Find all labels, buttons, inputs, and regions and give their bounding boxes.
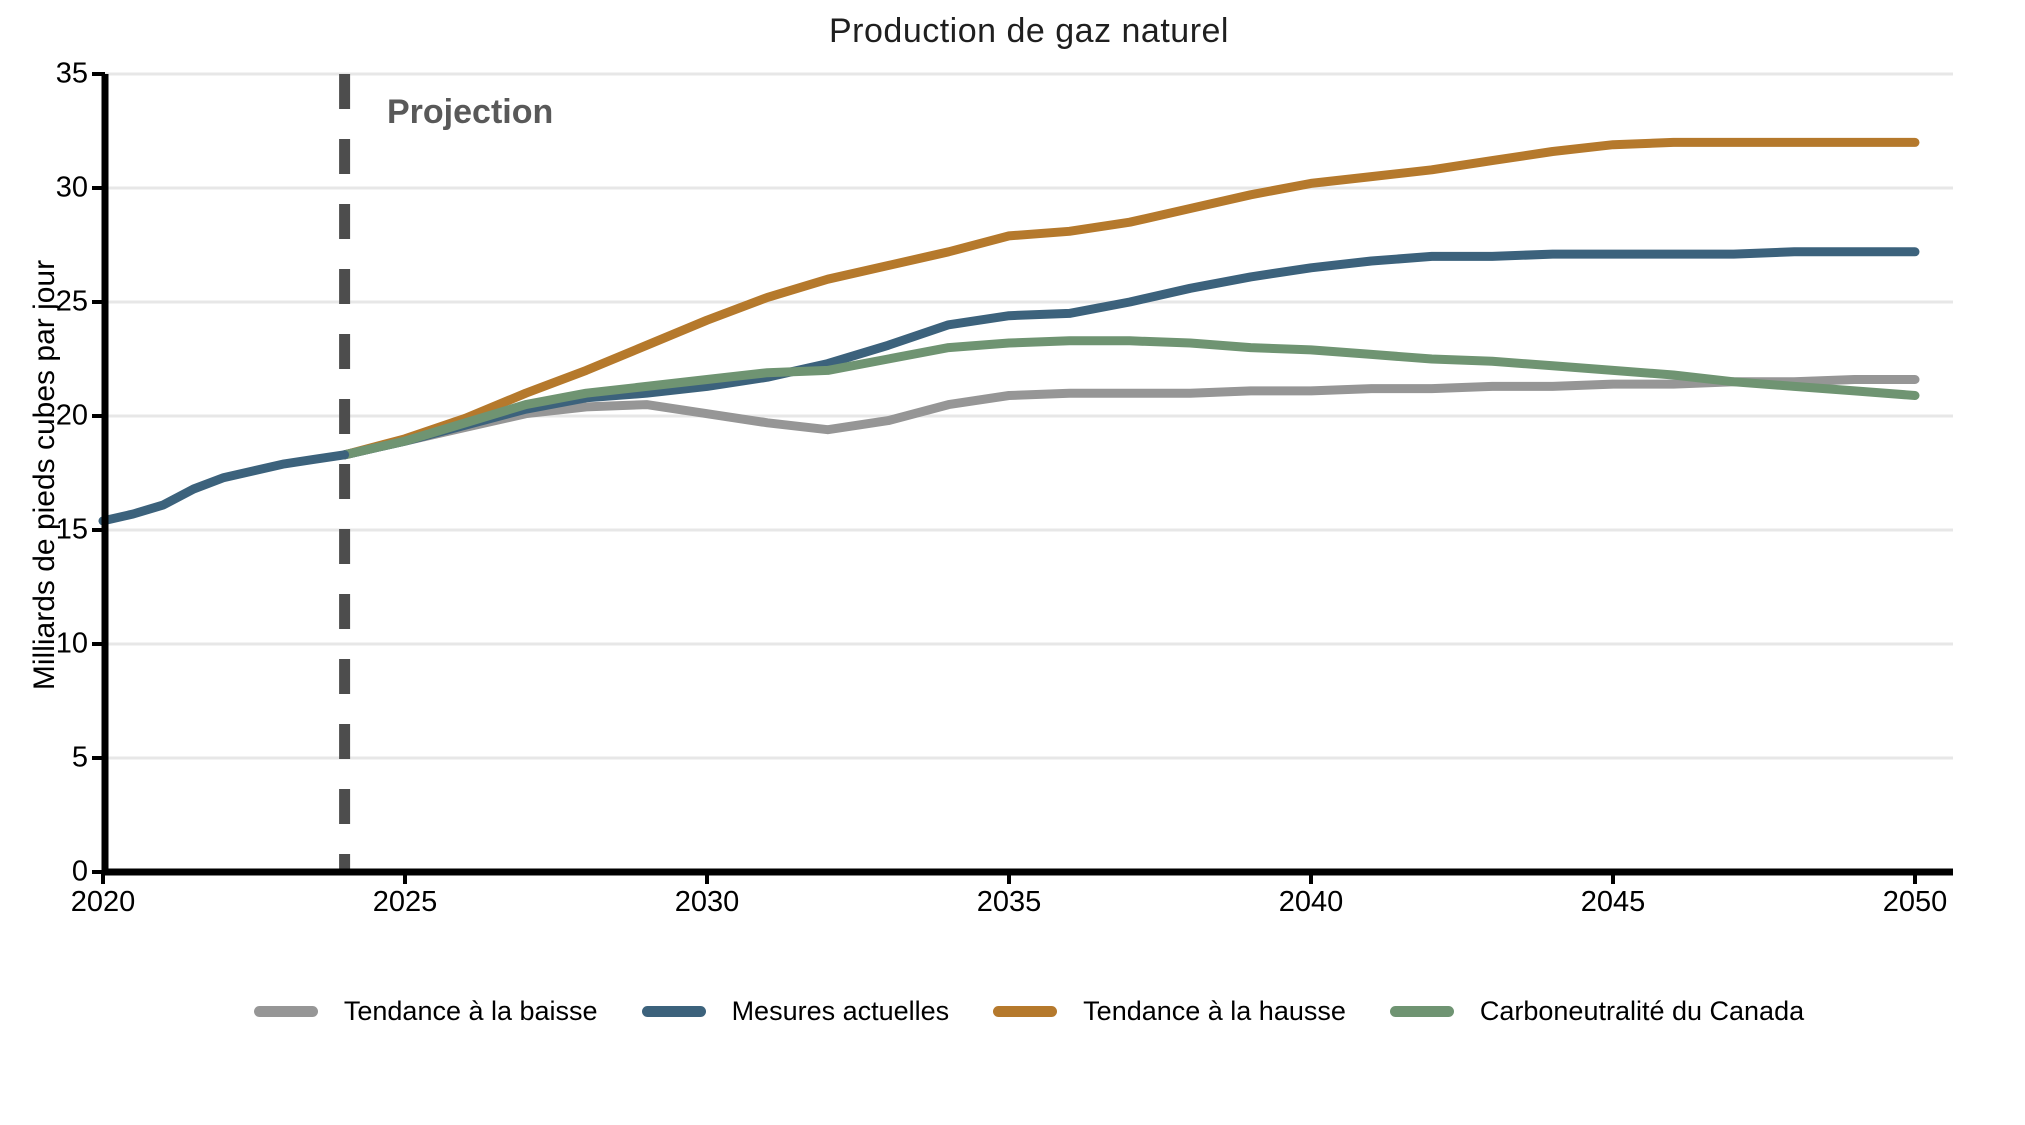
y-tick-label: 25 [55,285,88,318]
y-tick-label: 15 [55,513,88,546]
y-tick-label: 35 [55,57,88,90]
legend-label: Tendance à la baisse [343,996,598,1026]
legend-swatch [1389,1006,1454,1017]
legend-swatch [993,1006,1058,1017]
legend-item: Mesures actuelles [641,996,950,1027]
x-tick-label: 2035 [976,886,1042,918]
legend: Tendance à la baisse Mesures actuelles Ten… [105,996,1953,1027]
legend-swatch [641,1006,706,1017]
legend-label: Tendance à la hausse [1083,996,1346,1026]
series-line-historique [98,450,350,526]
series-line-tendance-la-baisse [340,375,1920,460]
x-tick-label: 2030 [674,886,740,918]
x-tick-label: 2040 [1278,886,1344,918]
legend-label: Mesures actuelles [731,996,950,1026]
legend-label: Carboneutralité du Canada [1479,996,1805,1026]
y-tick-label: 30 [55,171,88,204]
x-tick-label: 2045 [1580,886,1646,918]
y-tick-label: 10 [55,627,88,660]
legend-item: Tendance à la hausse [993,996,1346,1027]
projection-annotation: Projection [387,93,554,131]
legend-item: Tendance à la baisse [253,996,598,1027]
x-tick-label: 2050 [1882,886,1948,918]
legend-swatch [253,1006,318,1017]
series-line-mesures-actuelles [340,247,1920,460]
y-tick-label: 5 [71,741,88,774]
y-tick-label: 0 [71,855,88,888]
x-tick-label: 2020 [70,886,136,918]
x-tick-label: 2025 [372,886,438,918]
chart-title: Production de gaz naturel [829,12,1229,50]
legend-item: Carboneutralité du Canada [1389,996,1805,1027]
series-line-tendance-la-hausse [340,137,1920,460]
series-line-carboneutralit-du-canada [340,336,1920,460]
y-tick-label: 20 [55,399,88,432]
